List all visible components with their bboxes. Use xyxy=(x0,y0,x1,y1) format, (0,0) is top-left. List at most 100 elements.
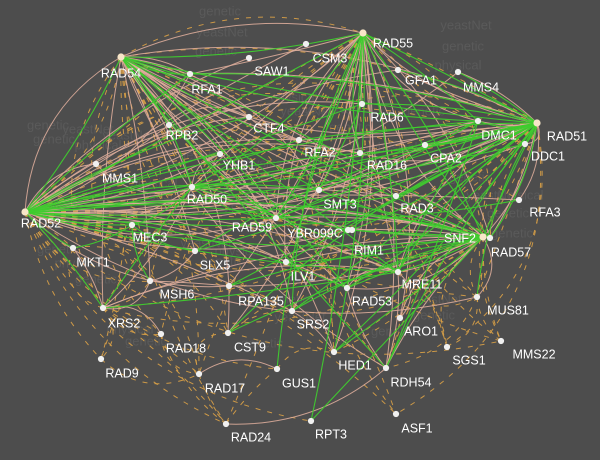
graph-node-rad6[interactable] xyxy=(358,100,366,108)
node-label-smt3: SMT3 xyxy=(323,197,356,211)
edge-yeastNet xyxy=(102,186,193,309)
graph-node-rfa3[interactable] xyxy=(515,196,523,204)
edge-yeastNet xyxy=(24,204,349,231)
graph-node-sgs1[interactable] xyxy=(443,343,451,351)
graph-node-saw1[interactable] xyxy=(245,54,253,62)
graph-node-mkt1[interactable] xyxy=(69,244,77,252)
watermark-text: physical xyxy=(371,139,418,154)
edge-yeastNet xyxy=(457,71,538,124)
edge-genetic xyxy=(227,310,293,334)
edge-physical xyxy=(120,56,349,231)
graph-node-gus1[interactable] xyxy=(273,365,281,373)
graph-node-gfa1[interactable] xyxy=(394,66,402,74)
graph-node-mre11[interactable] xyxy=(394,268,402,276)
edge-yeastNet xyxy=(24,211,104,309)
edge-physical xyxy=(72,247,104,309)
node-label-mms22: MMS22 xyxy=(512,347,555,361)
graph-node-rpa135[interactable] xyxy=(225,282,233,290)
graph-node-rad16[interactable] xyxy=(356,149,364,157)
graph-node-rad3[interactable] xyxy=(392,192,400,200)
node-label-rpa135: RPA135 xyxy=(238,294,284,308)
graph-node-rad17[interactable] xyxy=(195,370,203,378)
graph-node-srs2[interactable] xyxy=(288,307,296,315)
node-label-srs2: SRS2 xyxy=(297,317,330,331)
graph-node-aro1[interactable] xyxy=(396,314,404,322)
graph-node-rpt3[interactable] xyxy=(307,417,315,425)
edge-genetic xyxy=(68,247,104,309)
watermark-text: genetic xyxy=(27,117,69,132)
node-label-ctf4: CTF4 xyxy=(253,121,284,135)
graph-node-cst9[interactable] xyxy=(224,329,232,337)
graph-node-snf2[interactable] xyxy=(479,233,487,241)
graph-node-xrs2[interactable] xyxy=(99,304,107,312)
graph-node-rad18[interactable] xyxy=(157,330,165,338)
graph-node-csm3[interactable] xyxy=(302,40,310,48)
edge-physical xyxy=(24,211,293,312)
node-label-rad24: RAD24 xyxy=(231,430,271,444)
graph-node-mms1[interactable] xyxy=(92,160,100,168)
graph-node-ddc1[interactable] xyxy=(521,140,529,148)
graph-node-rdh54[interactable] xyxy=(382,364,390,372)
edge-yeastNet xyxy=(333,236,484,353)
edge-physical xyxy=(518,122,540,201)
node-layer[interactable] xyxy=(21,29,541,428)
graph-node-rad9[interactable] xyxy=(97,355,105,363)
graph-node-asf1[interactable] xyxy=(392,410,400,418)
edge-yeastNet xyxy=(24,200,491,239)
edge-genetic xyxy=(24,211,502,355)
node-label-rdh54: RDH54 xyxy=(391,375,432,389)
graph-node-ilv1[interactable] xyxy=(282,258,290,266)
edge-yeastNet xyxy=(24,199,520,227)
edge-yeastNet xyxy=(291,236,484,312)
edge-physical xyxy=(120,56,193,188)
edge-genetic xyxy=(330,32,364,353)
edge-yeastNet xyxy=(310,236,484,422)
node-label-yhb1: YHB1 xyxy=(223,158,256,172)
graph-node-mec3[interactable] xyxy=(128,221,136,229)
graph-node-rad57[interactable] xyxy=(486,234,494,242)
edge-yeastNet xyxy=(24,122,538,213)
graph-node-mms22[interactable] xyxy=(497,337,505,345)
edge-yeastNet xyxy=(482,122,538,238)
graph-node-ctf4[interactable] xyxy=(245,113,253,121)
edge-yeastNet xyxy=(24,195,397,216)
node-label-cst9: CST9 xyxy=(234,340,266,354)
edge-yeastNet xyxy=(120,56,320,191)
graph-node-msh6[interactable] xyxy=(146,277,154,285)
graph-node-rad51[interactable] xyxy=(533,119,541,127)
watermark-text: physical xyxy=(107,321,154,336)
graph-node-slx5[interactable] xyxy=(191,247,199,255)
graph-node-rad54[interactable] xyxy=(117,53,125,61)
node-label-msh6: MSH6 xyxy=(160,287,195,301)
graph-node-rim1[interactable] xyxy=(344,226,352,234)
graph-node-rad52[interactable] xyxy=(21,208,29,216)
graph-node-hed1[interactable] xyxy=(330,348,338,356)
edge-yeastNet xyxy=(24,211,348,289)
graph-node-mus81[interactable] xyxy=(473,293,481,301)
edge-physical xyxy=(346,287,387,369)
graph-node-rpb2[interactable] xyxy=(165,121,173,129)
edge-genetic xyxy=(102,307,227,425)
graph-node-rad59[interactable] xyxy=(272,214,280,222)
edge-genetic xyxy=(123,224,151,282)
edge-physical xyxy=(120,56,335,353)
node-label-rad53: RAD53 xyxy=(352,294,392,308)
node-label-rfa2: RFA2 xyxy=(304,145,335,159)
graph-node-smt3[interactable] xyxy=(315,186,323,194)
graph-node-cpa2[interactable] xyxy=(421,141,429,149)
graph-node-rfa1[interactable] xyxy=(186,70,194,78)
graph-node-rad24[interactable] xyxy=(222,420,230,428)
edge-physical xyxy=(120,56,230,287)
edge-genetic xyxy=(71,56,122,309)
edge-physical xyxy=(24,211,478,314)
graph-node-dmc1[interactable] xyxy=(474,117,482,125)
graph-node-mms4[interactable] xyxy=(454,68,462,76)
graph-node-rad53[interactable] xyxy=(343,284,351,292)
graph-node-yhb1[interactable] xyxy=(216,150,224,158)
graph-node-rad50[interactable] xyxy=(188,183,196,191)
graph-node-rfa2[interactable] xyxy=(295,136,303,144)
watermark-text: genetic xyxy=(487,205,529,220)
graph-node-rad55[interactable] xyxy=(359,29,367,37)
